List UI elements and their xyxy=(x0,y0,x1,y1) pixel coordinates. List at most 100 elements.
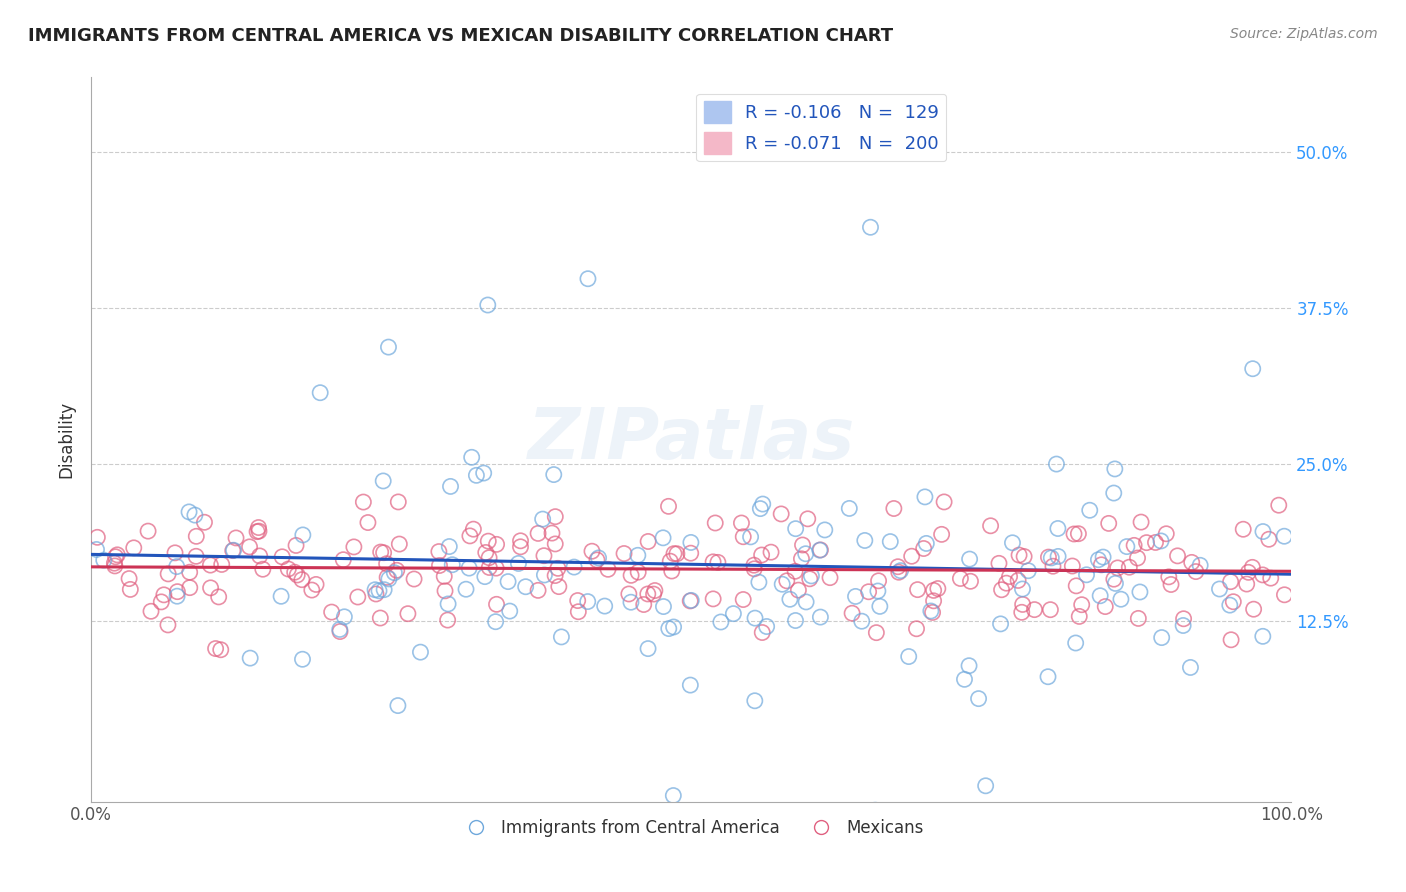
Point xyxy=(742,562,765,576)
Point xyxy=(1098,516,1121,531)
Point xyxy=(890,564,912,578)
Point xyxy=(382,566,405,580)
Point xyxy=(1144,535,1167,549)
Point xyxy=(1274,588,1296,602)
Point xyxy=(652,531,675,545)
Point xyxy=(808,543,831,558)
Point xyxy=(865,625,887,640)
Point xyxy=(441,558,464,572)
Point xyxy=(179,581,201,595)
Point xyxy=(544,509,567,524)
Point xyxy=(967,691,990,706)
Point xyxy=(627,549,650,563)
Point xyxy=(785,564,807,578)
Legend: Immigrants from Central America, Mexicans: Immigrants from Central America, Mexican… xyxy=(453,813,931,844)
Point xyxy=(1040,550,1063,565)
Point xyxy=(744,694,766,708)
Point xyxy=(643,587,665,601)
Point xyxy=(104,558,127,573)
Point xyxy=(567,605,589,619)
Point xyxy=(659,554,682,568)
Point xyxy=(541,526,564,541)
Point xyxy=(637,641,659,656)
Point xyxy=(547,580,569,594)
Point xyxy=(800,569,823,583)
Point xyxy=(179,566,201,580)
Point xyxy=(533,568,555,582)
Point xyxy=(838,501,860,516)
Point xyxy=(922,594,945,608)
Point xyxy=(193,516,215,530)
Point xyxy=(427,544,450,558)
Point xyxy=(921,606,943,620)
Point xyxy=(1062,559,1084,574)
Point xyxy=(808,610,831,624)
Point xyxy=(388,537,411,551)
Point xyxy=(93,553,115,567)
Point xyxy=(818,571,841,585)
Point xyxy=(586,553,609,567)
Point xyxy=(661,564,683,578)
Text: IMMIGRANTS FROM CENTRAL AMERICA VS MEXICAN DISABILITY CORRELATION CHART: IMMIGRANTS FROM CENTRAL AMERICA VS MEXIC… xyxy=(28,27,893,45)
Point xyxy=(887,559,910,574)
Point xyxy=(402,572,425,586)
Point xyxy=(787,583,810,598)
Point xyxy=(1115,540,1137,554)
Point xyxy=(912,541,935,556)
Point xyxy=(305,577,328,591)
Point xyxy=(914,490,936,504)
Point xyxy=(927,582,949,596)
Point xyxy=(285,568,308,582)
Point xyxy=(329,623,352,637)
Text: ZIPatlas: ZIPatlas xyxy=(527,405,855,474)
Point xyxy=(723,607,745,621)
Point xyxy=(1181,556,1204,570)
Point xyxy=(742,558,765,573)
Point xyxy=(527,583,550,598)
Point xyxy=(681,593,703,607)
Point xyxy=(291,652,314,666)
Point xyxy=(1067,526,1090,541)
Point xyxy=(271,549,294,564)
Point xyxy=(897,649,920,664)
Point xyxy=(620,568,643,582)
Point xyxy=(593,599,616,613)
Point xyxy=(1251,524,1274,539)
Point xyxy=(1160,577,1182,591)
Point xyxy=(1046,521,1069,535)
Point xyxy=(368,583,391,598)
Point xyxy=(1045,457,1067,471)
Point xyxy=(247,520,270,534)
Point xyxy=(1012,549,1035,564)
Point xyxy=(433,569,456,583)
Point xyxy=(733,592,755,607)
Point xyxy=(1222,595,1244,609)
Point xyxy=(225,531,247,545)
Point xyxy=(478,550,501,565)
Point xyxy=(657,500,679,514)
Text: Source: ZipAtlas.com: Source: ZipAtlas.com xyxy=(1230,27,1378,41)
Point xyxy=(163,546,186,560)
Point xyxy=(204,641,226,656)
Point xyxy=(679,535,702,549)
Point xyxy=(136,524,159,538)
Point xyxy=(905,622,928,636)
Point xyxy=(465,468,488,483)
Point xyxy=(644,583,666,598)
Point xyxy=(357,516,380,530)
Point xyxy=(980,518,1002,533)
Point xyxy=(270,589,292,603)
Point xyxy=(291,528,314,542)
Point xyxy=(550,630,572,644)
Point xyxy=(866,584,889,599)
Point xyxy=(1064,579,1087,593)
Point xyxy=(949,572,972,586)
Point xyxy=(352,495,374,509)
Point xyxy=(1090,558,1112,572)
Point xyxy=(1219,574,1241,589)
Point xyxy=(613,547,636,561)
Point xyxy=(853,533,876,548)
Point xyxy=(792,538,814,552)
Point xyxy=(150,595,173,609)
Point xyxy=(247,524,270,538)
